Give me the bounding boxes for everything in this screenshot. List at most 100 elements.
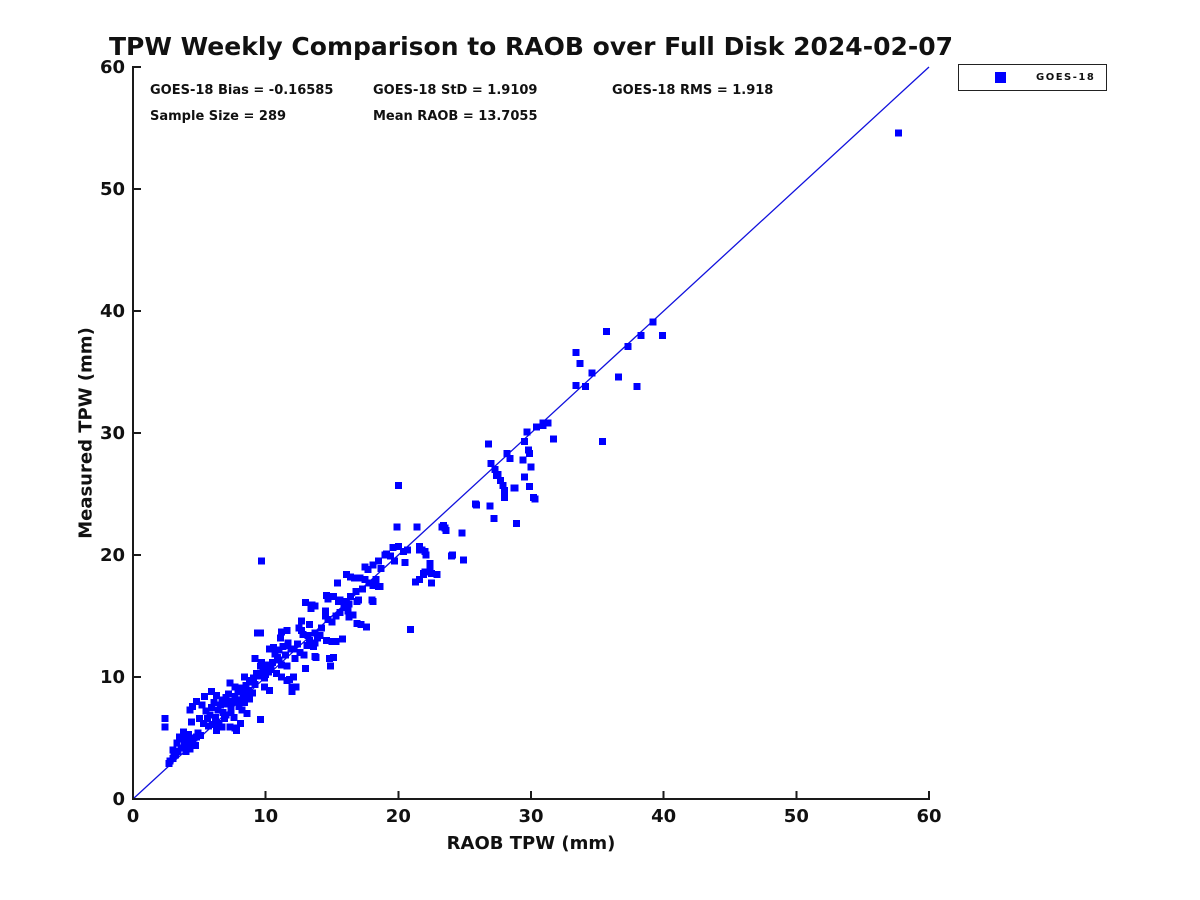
data-point	[449, 551, 457, 559]
data-point	[242, 682, 250, 689]
data-point	[389, 544, 397, 552]
data-point	[195, 715, 203, 722]
data-point	[312, 654, 320, 661]
data-point	[324, 616, 332, 624]
data-point	[172, 751, 179, 759]
data-point	[353, 619, 361, 627]
data-point	[275, 646, 283, 654]
data-point	[233, 727, 240, 735]
data-point	[161, 715, 169, 722]
x-tick-label: 50	[784, 806, 809, 827]
data-point	[229, 697, 236, 705]
data-point	[251, 655, 259, 663]
data-point	[520, 438, 528, 445]
data-point	[275, 656, 283, 664]
data-point	[329, 654, 337, 661]
data-point	[658, 331, 666, 339]
data-point	[276, 634, 284, 642]
data-point	[365, 579, 373, 587]
data-point	[486, 502, 494, 510]
y-tick-label: 10	[100, 667, 125, 688]
data-point	[356, 574, 364, 582]
data-point	[633, 383, 641, 391]
data-point	[412, 578, 420, 586]
stat-std: GOES-18 StD = 1.9109	[373, 83, 538, 98]
data-point	[238, 688, 246, 696]
data-point	[298, 627, 305, 635]
data-point	[260, 674, 268, 682]
data-point	[401, 558, 409, 566]
data-point	[336, 608, 344, 616]
data-point	[394, 543, 402, 550]
data-point	[406, 625, 414, 633]
data-point	[221, 715, 228, 722]
data-point	[506, 455, 514, 463]
x-axis-label: RAOB TPW (mm)	[446, 833, 616, 854]
data-point	[321, 607, 329, 615]
stat-bias: GOES-18 Bias = -0.16585	[150, 83, 334, 98]
data-point	[526, 450, 534, 458]
data-point	[336, 596, 344, 604]
data-point	[227, 708, 235, 716]
data-point	[374, 557, 382, 565]
data-point	[218, 696, 226, 704]
data-point	[581, 383, 589, 391]
data-point	[352, 588, 360, 596]
data-point	[317, 624, 325, 632]
data-point	[355, 596, 362, 604]
data-point	[272, 669, 280, 677]
data-point	[197, 732, 205, 740]
data-point	[226, 679, 234, 687]
data-point	[325, 655, 333, 663]
data-point	[215, 719, 223, 727]
data-point	[203, 715, 211, 722]
data-point	[309, 643, 317, 650]
data-point	[637, 331, 645, 339]
data-point	[161, 723, 169, 731]
data-point	[231, 693, 239, 700]
data-point	[210, 699, 218, 707]
data-point	[174, 747, 182, 755]
x-tick-label: 40	[651, 806, 676, 827]
data-point	[279, 643, 287, 650]
y-tick-label: 20	[100, 545, 125, 566]
stat-mean-raob: Mean RAOB = 13.7055	[373, 109, 538, 124]
data-point	[359, 585, 366, 593]
data-point	[328, 638, 336, 646]
data-point	[572, 381, 580, 389]
data-point	[290, 673, 297, 681]
data-point	[283, 662, 291, 670]
data-point	[624, 342, 632, 350]
data-point	[588, 369, 596, 377]
data-point	[213, 727, 221, 735]
data-point	[344, 607, 352, 615]
data-point	[351, 574, 359, 582]
data-point	[361, 575, 369, 583]
data-point	[347, 573, 355, 581]
data-point	[268, 658, 276, 666]
data-point	[416, 543, 424, 550]
data-point	[223, 700, 231, 708]
data-point	[311, 629, 319, 637]
data-point	[230, 713, 238, 721]
data-point	[283, 627, 291, 635]
data-point	[189, 702, 197, 710]
data-point	[255, 672, 263, 680]
data-point	[347, 593, 355, 600]
data-point	[364, 566, 372, 574]
y-axis-label: Measured TPW (mm)	[75, 327, 97, 539]
data-point	[169, 746, 177, 754]
data-point	[323, 591, 331, 599]
legend-label: GOES-18	[1036, 72, 1096, 83]
data-point	[240, 673, 248, 681]
data-point	[305, 636, 313, 644]
data-point	[532, 423, 540, 431]
data-point	[213, 691, 221, 699]
data-point	[302, 599, 309, 607]
y-tick-label: 50	[100, 179, 125, 200]
data-point	[422, 551, 430, 559]
data-point	[394, 482, 402, 489]
x-tick-label: 30	[518, 806, 543, 827]
x-tick-label: 0	[127, 806, 140, 827]
